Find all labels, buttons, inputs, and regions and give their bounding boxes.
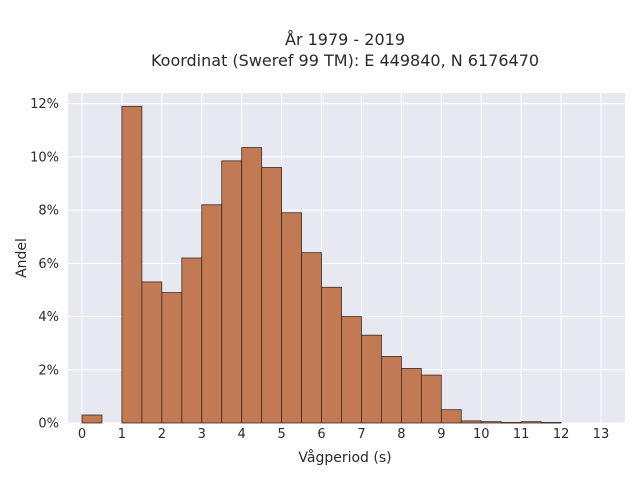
- histogram-bar: [321, 286, 342, 424]
- x-tick-label: 10: [473, 427, 490, 442]
- histogram-bar: [520, 421, 542, 424]
- x-tick-label: 0: [78, 427, 86, 442]
- x-tick-label: 1: [118, 427, 126, 442]
- histogram-bar: [181, 257, 203, 424]
- x-tick-label: 6: [317, 427, 325, 442]
- x-tick-labels: 0 1 2 3 4 5 6 7 8 9 10 11 12 13: [78, 427, 609, 442]
- histogram-bar: [201, 204, 223, 424]
- histogram-bar: [440, 409, 462, 424]
- x-tick-label: 4: [238, 427, 246, 442]
- histogram-bar: [401, 368, 422, 424]
- x-tick-label: 12: [553, 427, 570, 442]
- histogram-bar: [301, 252, 322, 424]
- y-tick-label: 2%: [38, 363, 59, 378]
- histogram-bar: [341, 316, 362, 424]
- histogram-bar: [281, 212, 302, 424]
- chart-title-line-1: År 1979 - 2019: [285, 30, 405, 49]
- y-tick-label: 4%: [38, 310, 59, 325]
- y-tick-label: 8%: [38, 204, 59, 219]
- histogram-bar: [420, 374, 442, 424]
- y-axis-label: Andel: [14, 238, 30, 278]
- histogram-bar: [381, 356, 402, 424]
- histogram-bar: [500, 422, 522, 424]
- histogram-bar: [540, 422, 562, 424]
- y-tick-label: 0%: [38, 417, 59, 432]
- histogram-bar: [221, 160, 243, 424]
- histogram-bar: [121, 105, 143, 424]
- y-tick-label: 6%: [38, 257, 59, 272]
- histogram-bar: [81, 414, 103, 424]
- x-tick-label: 11: [513, 427, 530, 442]
- x-axis-label: Vågperiod (s): [298, 449, 391, 466]
- bars: [81, 105, 562, 424]
- x-tick-label: 8: [397, 427, 405, 442]
- histogram-bar: [361, 334, 382, 424]
- y-tick-labels: 0% 2% 4% 6% 8% 10% 12%: [30, 97, 59, 431]
- histogram-bar: [141, 281, 163, 424]
- histogram-bar: [460, 420, 482, 424]
- histogram-bar: [161, 292, 183, 424]
- chart-title-line-2: Koordinat (Sweref 99 TM): E 449840, N 61…: [151, 51, 539, 70]
- y-tick-label: 10%: [30, 150, 59, 165]
- y-tick-label: 12%: [30, 97, 59, 112]
- histogram-bar: [480, 421, 502, 424]
- x-tick-label: 3: [198, 427, 206, 442]
- histogram-bar: [261, 167, 283, 424]
- x-tick-label: 2: [158, 427, 166, 442]
- x-tick-label: 5: [277, 427, 285, 442]
- x-tick-label: 7: [357, 427, 365, 442]
- x-tick-label: 9: [437, 427, 445, 442]
- x-tick-label: 13: [593, 427, 610, 442]
- histogram-bar: [241, 147, 263, 424]
